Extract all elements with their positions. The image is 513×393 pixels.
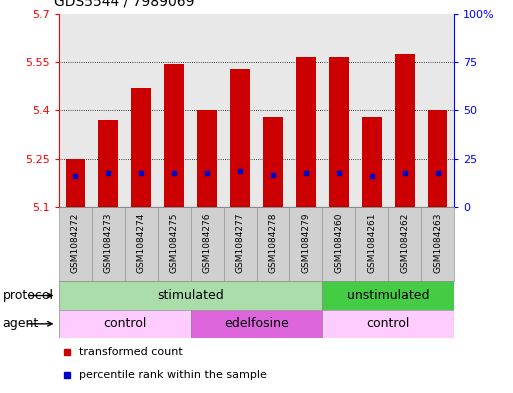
Text: agent: agent <box>3 317 39 331</box>
Bar <box>191 207 224 281</box>
Bar <box>224 207 256 281</box>
Bar <box>394 54 415 207</box>
Text: GDS5544 / 7989069: GDS5544 / 7989069 <box>54 0 194 8</box>
Bar <box>289 207 322 281</box>
Bar <box>256 207 289 281</box>
Text: control: control <box>366 317 410 331</box>
Text: GSM1084275: GSM1084275 <box>170 212 179 273</box>
Bar <box>92 207 125 281</box>
Text: control: control <box>103 317 147 331</box>
Text: GSM1084263: GSM1084263 <box>433 212 442 273</box>
Text: GSM1084276: GSM1084276 <box>203 212 212 273</box>
Bar <box>59 310 191 338</box>
Bar <box>329 57 349 207</box>
Text: GSM1084277: GSM1084277 <box>235 212 245 273</box>
Bar <box>296 57 315 207</box>
Bar <box>362 117 382 207</box>
Bar <box>263 117 283 207</box>
Text: edelfosine: edelfosine <box>224 317 289 331</box>
Bar <box>197 110 217 207</box>
Text: GSM1084260: GSM1084260 <box>334 212 343 273</box>
Text: protocol: protocol <box>3 289 53 302</box>
Text: stimulated: stimulated <box>157 289 224 302</box>
Bar <box>428 110 447 207</box>
Text: GSM1084261: GSM1084261 <box>367 212 376 273</box>
Text: GSM1084278: GSM1084278 <box>268 212 278 273</box>
Bar <box>388 207 421 281</box>
Text: GSM1084273: GSM1084273 <box>104 212 113 273</box>
Text: GSM1084274: GSM1084274 <box>137 212 146 273</box>
Bar <box>164 64 184 207</box>
Text: GSM1084272: GSM1084272 <box>71 212 80 273</box>
Bar <box>158 207 191 281</box>
Bar <box>59 281 322 310</box>
Text: GSM1084279: GSM1084279 <box>301 212 310 273</box>
Bar <box>131 88 151 207</box>
Bar <box>322 310 454 338</box>
Bar <box>98 120 118 207</box>
Bar <box>125 207 158 281</box>
Bar <box>322 207 355 281</box>
Bar <box>421 207 454 281</box>
Text: unstimulated: unstimulated <box>347 289 429 302</box>
Text: percentile rank within the sample: percentile rank within the sample <box>79 370 267 380</box>
Bar <box>191 310 322 338</box>
Bar <box>59 207 92 281</box>
Text: transformed count: transformed count <box>79 347 183 357</box>
Bar <box>66 159 85 207</box>
Text: GSM1084262: GSM1084262 <box>400 212 409 273</box>
Bar <box>230 69 250 207</box>
Bar <box>355 207 388 281</box>
Bar <box>322 281 454 310</box>
